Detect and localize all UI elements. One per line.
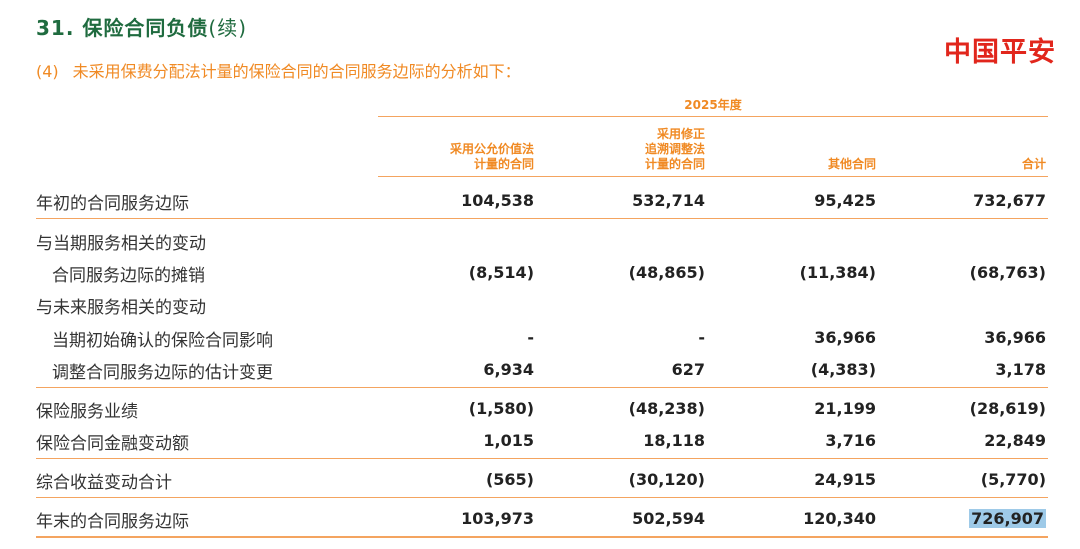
table-row: 调整合同服务边际的估计变更 6,934 627 (4,383) 3,178 — [36, 355, 1048, 385]
row-label: 保险服务业绩 — [36, 401, 138, 422]
divider — [36, 497, 1048, 498]
section-title: 31. 保险合同负债(续) — [36, 12, 247, 41]
divider — [378, 176, 1048, 177]
table-row: 综合收益变动合计 (565) (30,120) 24,915 (5,770) — [36, 465, 1048, 495]
table-cell: 532,714 — [632, 191, 705, 210]
table-cell: 95,425 — [814, 191, 876, 210]
table-cell: 21,199 — [814, 399, 876, 418]
table-cell: (30,120) — [628, 470, 705, 489]
divider — [36, 218, 1048, 219]
table-row: 当期初始确认的保险合同影响 - - 36,966 36,966 — [36, 323, 1048, 353]
subsection-title: (4) 未采用保费分配法计量的保险合同的合同服务边际的分析如下： — [36, 58, 521, 82]
table-cell: 36,966 — [814, 328, 876, 347]
table-cell: 6,934 — [483, 360, 534, 379]
row-label: 调整合同服务边际的估计变更 — [52, 362, 273, 383]
table-cell: (28,619) — [969, 399, 1046, 418]
row-label: 与当期服务相关的变动 — [36, 233, 206, 254]
table-row: 合同服务边际的摊销 (8,514) (48,865) (11,384) (68,… — [36, 258, 1048, 288]
column-header-other: 其他合同 — [828, 122, 876, 172]
table-row: 保险服务业绩 (1,580) (48,238) 21,199 (28,619) — [36, 394, 1048, 424]
table-cell: 18,118 — [643, 431, 705, 450]
column-header-line: 计量的合同 — [473, 157, 534, 171]
column-header-line: 采用公允价值法 — [449, 142, 534, 156]
section-number: 31. — [36, 16, 75, 40]
table-cell: 3,178 — [995, 360, 1046, 379]
table-cell: (565) — [485, 470, 534, 489]
table-row: 保险合同金融变动额 1,015 18,118 3,716 22,849 — [36, 426, 1048, 456]
divider — [378, 116, 1048, 117]
table-cell: 1,015 — [483, 431, 534, 450]
column-header-line: 其他合同 — [827, 157, 876, 171]
table-cell: (48,865) — [628, 263, 705, 282]
row-label: 年初的合同服务边际 — [36, 193, 189, 214]
divider — [36, 458, 1048, 459]
row-label: 当期初始确认的保险合同影响 — [52, 330, 273, 351]
table-cell: (1,580) — [468, 399, 534, 418]
table-cell: (11,384) — [799, 263, 876, 282]
table-cell: 103,973 — [461, 509, 534, 528]
table-cell: (4,383) — [810, 360, 876, 379]
table-cell: (68,763) — [969, 263, 1046, 282]
table-cell: 726,907 — [969, 504, 1046, 534]
row-label: 综合收益变动合计 — [36, 472, 172, 493]
row-label: 保险合同金融变动额 — [36, 433, 189, 454]
row-label: 与未来服务相关的变动 — [36, 297, 206, 318]
table-cell: 3,716 — [825, 431, 876, 450]
table-cell: 22,849 — [984, 431, 1046, 450]
table-cell: 120,340 — [803, 509, 876, 528]
table-cell: 502,594 — [632, 509, 705, 528]
divider — [36, 387, 1048, 388]
row-label: 合同服务边际的摊销 — [52, 265, 205, 286]
table-cell: 627 — [671, 360, 705, 379]
column-header-line: 采用修正 — [656, 127, 705, 141]
table-cell: - — [698, 328, 705, 347]
table-row: 年末的合同服务边际 103,973 502,594 120,340 726,90… — [36, 504, 1048, 534]
table-cell: (48,238) — [628, 399, 705, 418]
column-header-line: 合计 — [1021, 157, 1046, 171]
year-header: 2025年度 — [684, 98, 742, 112]
table-cell: 732,677 — [973, 191, 1046, 210]
table-cell: (8,514) — [468, 263, 534, 282]
subsection-title-text: 未采用保费分配法计量的保险合同的合同服务边际的分析如下： — [72, 62, 521, 81]
table-row: 与当期服务相关的变动 — [36, 226, 1048, 256]
table-row: 年初的合同服务边际 104,538 532,714 95,425 732,677 — [36, 186, 1048, 216]
table-cell: 104,538 — [461, 191, 534, 210]
section-suffix: (续) — [208, 16, 248, 40]
table-cell: 36,966 — [984, 328, 1046, 347]
column-header-line: 追溯调整法 — [644, 142, 705, 156]
selected-value: 726,907 — [969, 509, 1046, 528]
table-row: 与未来服务相关的变动 — [36, 290, 1048, 320]
column-header-modified-retrospective: 采用修正 追溯调整法 计量的合同 — [645, 122, 705, 172]
column-header-total: 合计 — [1022, 122, 1046, 172]
column-header-line: 计量的合同 — [644, 157, 705, 171]
row-label: 年末的合同服务边际 — [36, 511, 189, 532]
brand-logo: 中国平安 — [944, 37, 1056, 68]
subsection-number: (4) — [36, 62, 59, 81]
table-cell: - — [527, 328, 534, 347]
table-cell: (5,770) — [980, 470, 1046, 489]
section-title-text: 保险合同负债 — [82, 16, 209, 40]
column-header-fair-value: 采用公允价值法 计量的合同 — [450, 122, 534, 172]
divider — [36, 536, 1048, 538]
table-cell: 24,915 — [814, 470, 876, 489]
